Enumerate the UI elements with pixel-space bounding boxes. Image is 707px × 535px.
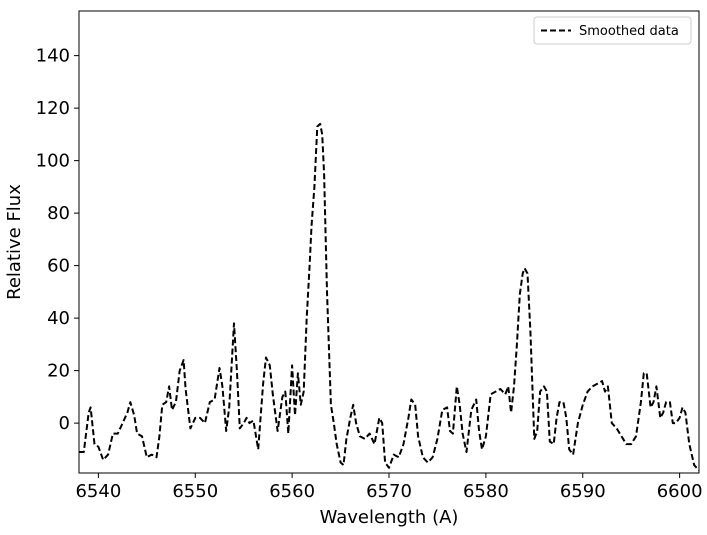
- x-tick-label: 6580: [463, 481, 509, 502]
- legend: Smoothed data: [533, 16, 692, 45]
- y-axis-label: Relative Flux: [4, 184, 25, 300]
- y-tick-label: 40: [47, 308, 70, 329]
- y-tick-label: 120: [36, 98, 70, 119]
- x-tick-label: 6600: [657, 481, 703, 502]
- x-tick-label: 6560: [269, 481, 315, 502]
- series-line-smoothed-data: [79, 122, 700, 472]
- series-layer: [79, 122, 700, 472]
- x-axis-ticks: 6540 6550 6560 6570 6580 6590 6600: [75, 473, 703, 502]
- x-tick-label: 6550: [172, 481, 218, 502]
- y-tick-label: 0: [59, 413, 70, 434]
- y-axis-ticks: 0 20 40 60 80 100 120 140: [36, 46, 79, 434]
- y-tick-label: 20: [47, 361, 70, 382]
- x-tick-label: 6590: [560, 481, 606, 502]
- legend-box: [533, 16, 692, 45]
- y-tick-label: 80: [47, 203, 70, 224]
- x-axis-label: Wavelength (A): [320, 507, 459, 528]
- x-tick-label: 6570: [366, 481, 412, 502]
- y-tick-label: 60: [47, 256, 70, 277]
- legend-entry-label: Smoothed data: [579, 24, 679, 39]
- y-tick-label: 100: [36, 151, 70, 172]
- x-tick-label: 6540: [75, 481, 121, 502]
- y-tick-label: 140: [36, 46, 70, 67]
